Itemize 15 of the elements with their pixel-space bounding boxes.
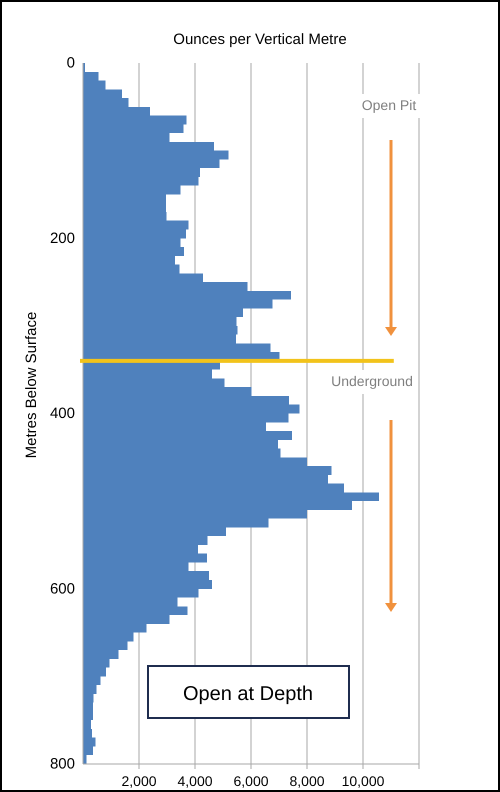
annotation: Open at Depth bbox=[182, 683, 314, 705]
y-tick-label: 200 bbox=[50, 230, 75, 247]
annotation: Open Pit bbox=[362, 97, 416, 113]
x-tick-label: 10,000 bbox=[342, 773, 385, 789]
x-tick-label: 8,000 bbox=[289, 773, 325, 789]
y-tick-label: 0 bbox=[66, 54, 75, 72]
x-tick-label: 2,000 bbox=[121, 773, 157, 789]
y-tick-label: 600 bbox=[50, 580, 75, 598]
annotation: Underground bbox=[331, 373, 413, 389]
y-tick-label: 800 bbox=[50, 756, 75, 772]
y-axis-title: Metres Below Surface bbox=[23, 312, 40, 458]
y-tick-label: 400 bbox=[50, 405, 75, 422]
x-tick-label: 4,000 bbox=[177, 773, 213, 789]
x-tick-label: 6,000 bbox=[233, 773, 269, 789]
chart-title: Ounces per Vertical Metre bbox=[173, 31, 347, 48]
